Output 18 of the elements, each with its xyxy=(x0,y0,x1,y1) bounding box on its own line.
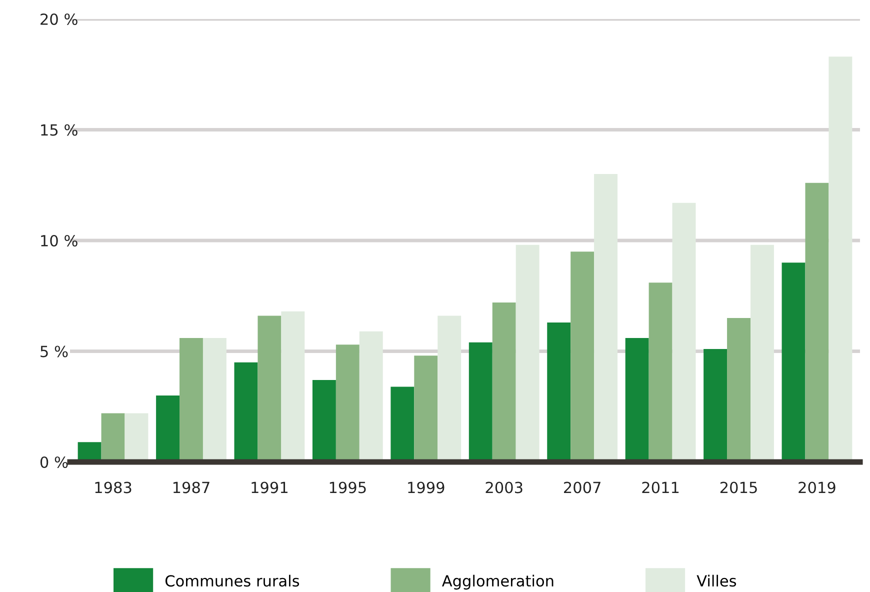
y-tick-label: 0 % xyxy=(40,456,68,468)
legend-label: Agglomeration xyxy=(442,574,554,590)
x-tick-label: 2019 xyxy=(798,482,836,494)
legend-label: Villes xyxy=(696,574,736,587)
x-tick-label: 1995 xyxy=(330,482,366,494)
legend-label: Communes rurals xyxy=(165,574,300,587)
x-tick-label: 2011 xyxy=(642,482,679,494)
x-tick-label: 1991 xyxy=(252,482,288,494)
x-tick-label: 2007 xyxy=(564,482,600,494)
y-tick-label: 15 % xyxy=(41,124,78,136)
y-tick-label: 5 % xyxy=(40,346,68,358)
y-tick-label: 20 % xyxy=(40,13,78,26)
x-tick-label: 1983 xyxy=(95,482,132,494)
x-tick-label: 2003 xyxy=(486,482,522,494)
x-tick-label: 1987 xyxy=(173,482,210,494)
y-tick-label: 10 % xyxy=(41,234,78,247)
x-tick-label: 1999 xyxy=(408,482,444,494)
x-tick-label: 2015 xyxy=(720,482,757,494)
